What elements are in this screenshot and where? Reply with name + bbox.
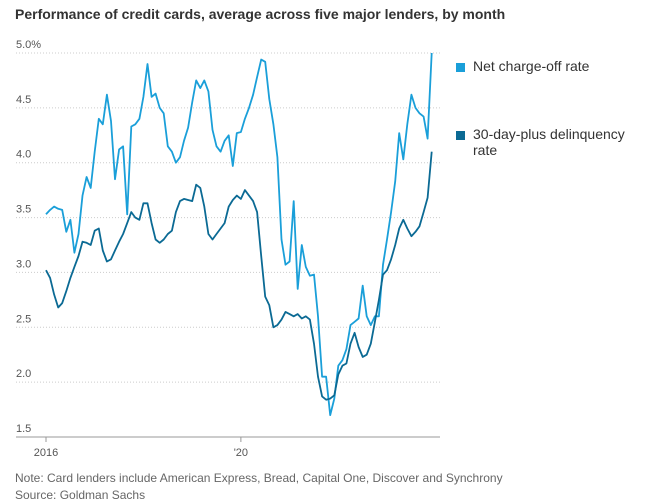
line bbox=[45, 151, 433, 401]
y-tick-label: 1.5 bbox=[16, 423, 31, 435]
legend-label: Net charge-off rate bbox=[473, 58, 590, 74]
note: Note: Card lenders include American Expr… bbox=[15, 471, 503, 485]
x-tick-label: '20 bbox=[234, 447, 248, 459]
y-tick-label: 2.5 bbox=[16, 313, 31, 325]
y-tick-label: 4.5 bbox=[16, 94, 31, 106]
line bbox=[45, 52, 433, 416]
legend-swatch bbox=[456, 63, 465, 72]
y-tick-label: 5.0% bbox=[16, 39, 41, 51]
legend-swatch bbox=[456, 131, 465, 140]
y-tick-label: 2.0 bbox=[16, 368, 31, 380]
source: Source: Goldman Sachs bbox=[15, 488, 145, 502]
y-tick-label: 4.0 bbox=[16, 149, 31, 161]
y-tick-label: 3.5 bbox=[16, 204, 31, 216]
legend-item: 30-day-plus delinquency rate bbox=[456, 126, 641, 158]
x-tick-label: 2016 bbox=[34, 447, 58, 459]
legend-label: 30-day-plus delinquency rate bbox=[473, 126, 625, 158]
chart-title: Performance of credit cards, average acr… bbox=[15, 6, 505, 22]
y-tick-label: 3.0 bbox=[16, 258, 31, 270]
legend-item: Net charge-off rate bbox=[456, 58, 641, 74]
